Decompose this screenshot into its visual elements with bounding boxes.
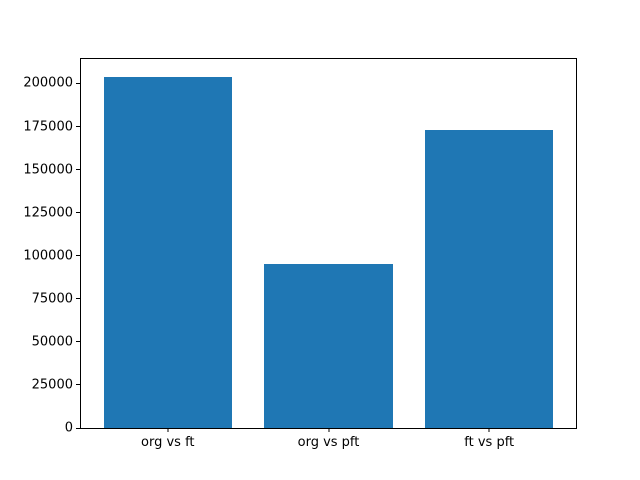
x-tick-mark xyxy=(167,428,169,432)
y-tick-mark xyxy=(76,341,80,343)
x-tick-label: ft vs pft xyxy=(464,435,515,450)
y-tick-mark xyxy=(76,427,80,429)
y-tick-mark xyxy=(76,212,80,214)
y-tick-label: 75000 xyxy=(31,291,73,307)
y-tick-label: 0 xyxy=(64,420,73,436)
y-tick-label: 50000 xyxy=(31,334,73,350)
x-tick-label: org vs pft xyxy=(297,435,360,450)
y-tick-label: 175000 xyxy=(23,119,73,135)
bar-org-vs-pft xyxy=(264,264,393,428)
y-tick-mark xyxy=(76,169,80,171)
y-tick-label: 100000 xyxy=(23,248,73,264)
y-tick-label: 200000 xyxy=(23,75,73,91)
y-tick-label: 150000 xyxy=(23,162,73,178)
bar-org-vs-ft xyxy=(103,76,233,428)
y-tick-label: 125000 xyxy=(23,205,73,221)
y-tick-mark xyxy=(76,255,80,257)
y-tick-label: 25000 xyxy=(31,377,73,393)
y-tick-mark xyxy=(76,298,80,300)
x-tick-mark xyxy=(328,428,329,432)
x-tick-label: org vs ft xyxy=(141,435,195,450)
bar-ft-vs-pft xyxy=(424,129,554,428)
y-tick-mark xyxy=(76,126,80,128)
y-tick-mark xyxy=(76,384,80,386)
plot-area: org vs ft org vs pft ft vs pft 0 25000 50000 7… xyxy=(23,58,577,449)
x-tick-mark xyxy=(488,428,490,432)
y-tick-mark xyxy=(76,82,80,84)
